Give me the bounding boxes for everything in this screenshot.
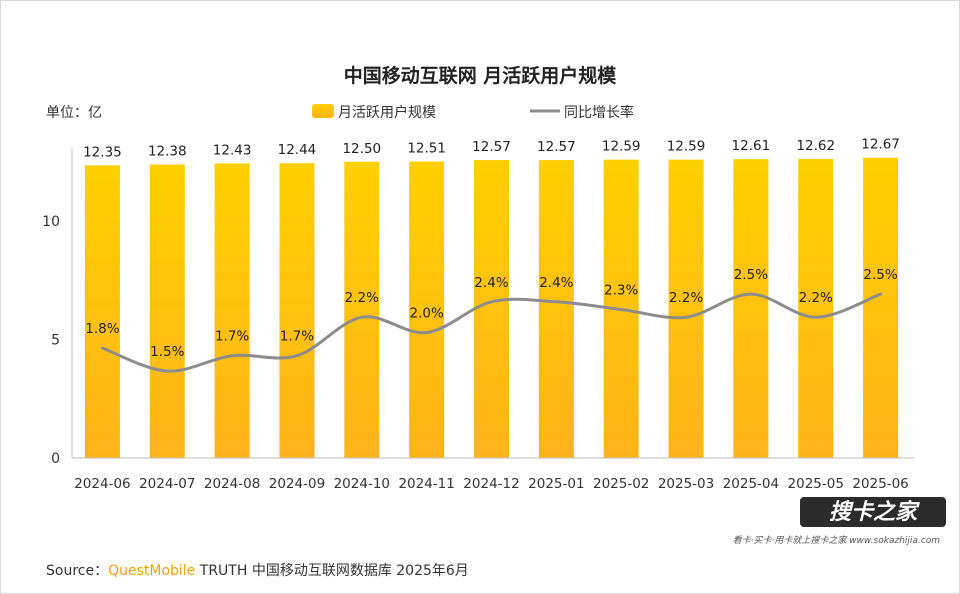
growth-value-label: 2.4% xyxy=(539,275,573,291)
growth-value-label: 2.2% xyxy=(669,290,703,306)
x-tick-label: 2024-09 xyxy=(269,476,325,492)
growth-value-label: 1.7% xyxy=(215,329,249,345)
growth-value-labels: 1.8% 1.5% 1.7% 1.7% 2.2% 2.0% 2.4% 2.4% 2.3% 2.2%… xyxy=(85,267,898,360)
bar xyxy=(798,158,834,458)
chart-title: 中国移动互联网 月活跃用户规模 xyxy=(344,64,618,87)
bar-value-label: 12.59 xyxy=(602,139,641,155)
unit-label: 单位：亿 xyxy=(46,105,102,121)
growth-value-label: 2.2% xyxy=(799,290,833,306)
watermark-logo: 搜卡之家 看卡·买卡·用卡就上搜卡之家 www.sokazhijia.com xyxy=(733,497,946,546)
bar-value-label: 12.57 xyxy=(537,139,576,155)
source-line: Source：QuestMobile TRUTH 中国移动互联网数据库 2025… xyxy=(46,563,469,579)
x-tick-label: 2025-06 xyxy=(852,476,908,492)
x-tick-label: 2025-03 xyxy=(658,476,714,492)
bar-value-label: 12.35 xyxy=(83,144,122,160)
x-tick-label: 2024-11 xyxy=(398,476,454,492)
growth-line xyxy=(100,292,883,373)
legend: 月活跃用户规模 同比增长率 xyxy=(312,104,634,121)
watermark-logo-text: 搜卡之家 xyxy=(829,499,920,525)
growth-value-label: 2.2% xyxy=(345,290,379,306)
bar-value-label: 12.50 xyxy=(342,141,381,157)
bar xyxy=(84,165,120,458)
growth-value-label: 2.5% xyxy=(734,267,768,283)
growth-value-label: 2.5% xyxy=(863,267,897,283)
bar-value-label: 12.44 xyxy=(278,142,317,158)
bar-value-label: 12.67 xyxy=(861,137,900,153)
bar xyxy=(474,160,509,458)
bar xyxy=(214,163,250,458)
x-tick-label: 2024-08 xyxy=(204,476,260,492)
bar xyxy=(409,161,445,458)
bar xyxy=(279,163,315,458)
source-rest: TRUTH 中国移动互联网数据库 2025年6月 xyxy=(195,563,469,579)
bar xyxy=(863,157,899,458)
growth-line-series xyxy=(100,292,883,373)
growth-value-label: 2.4% xyxy=(474,275,508,291)
bar-value-label: 12.59 xyxy=(667,139,706,155)
x-tick-label: 2025-04 xyxy=(723,476,779,492)
bar-series xyxy=(84,157,899,458)
y-axis: 0 5 10 xyxy=(42,148,73,467)
watermark-sub-text: 看卡·买卡·用卡就上搜卡之家 www.sokazhijia.com xyxy=(733,535,941,546)
y-tick-label: 10 xyxy=(42,214,60,230)
bar xyxy=(538,160,574,458)
legend-bar-label: 月活跃用户规模 xyxy=(338,104,436,121)
x-axis: 2024-06 2024-07 2024-08 2024-09 2024-10 2024-… xyxy=(72,457,915,492)
bar-value-label: 12.51 xyxy=(407,141,446,157)
x-tick-label: 2024-12 xyxy=(463,476,519,492)
legend-bar-swatch xyxy=(312,104,334,118)
bar xyxy=(733,159,769,458)
bar-value-label: 12.61 xyxy=(732,138,771,154)
growth-value-label: 1.8% xyxy=(85,321,119,337)
y-tick-label: 0 xyxy=(51,451,60,467)
growth-value-label: 2.0% xyxy=(409,306,443,322)
watermark-logo-bg xyxy=(800,497,946,527)
source-prefix: Source： xyxy=(46,563,108,579)
bar xyxy=(668,159,704,458)
legend-line-label: 同比增长率 xyxy=(564,104,634,121)
y-tick-label: 5 xyxy=(51,333,60,349)
bar-value-label: 12.38 xyxy=(148,144,187,160)
bar-value-labels: 12.35 12.38 12.43 12.44 12.50 12.51 12.57 12.57… xyxy=(83,137,900,161)
source-brand: QuestMobile xyxy=(108,563,195,579)
growth-value-label: 1.5% xyxy=(150,344,184,360)
bar xyxy=(149,164,185,458)
x-tick-label: 2025-05 xyxy=(788,476,844,492)
x-tick-label: 2025-01 xyxy=(528,476,584,492)
x-tick-label: 2024-07 xyxy=(139,476,195,492)
x-tick-label: 2024-06 xyxy=(74,476,130,492)
bar-value-label: 12.43 xyxy=(213,142,252,158)
growth-value-label: 2.3% xyxy=(604,283,638,299)
x-tick-label: 2025-02 xyxy=(593,476,649,492)
growth-value-label: 1.7% xyxy=(280,329,314,345)
bar xyxy=(344,161,380,458)
x-tick-label: 2024-10 xyxy=(334,476,390,492)
bar-value-label: 12.62 xyxy=(796,138,835,154)
bar-value-label: 12.57 xyxy=(472,139,511,155)
